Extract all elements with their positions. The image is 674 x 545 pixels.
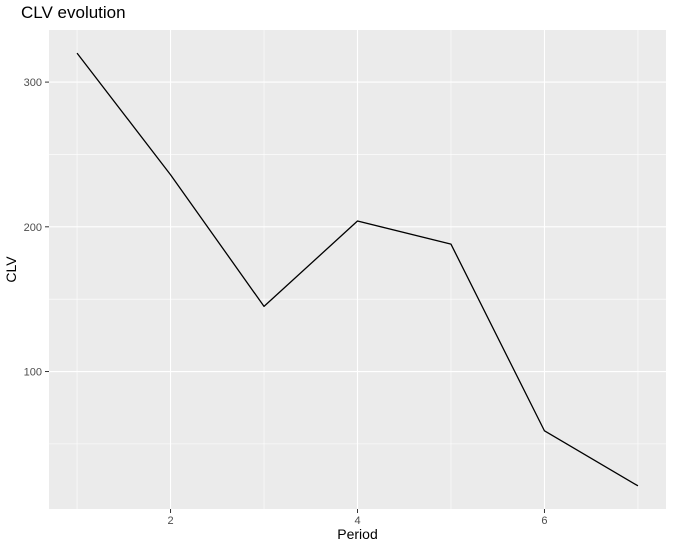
x-tick-label: 2 <box>167 515 173 527</box>
y-tick-label: 300 <box>24 77 42 89</box>
y-axis: 100 200 300 <box>24 77 49 379</box>
series-layer <box>76 52 639 487</box>
y-axis-title: CLV <box>3 256 19 283</box>
y-tick-label: 200 <box>24 222 42 234</box>
y-tick-label: 100 <box>24 367 42 379</box>
x-axis: 2 4 6 <box>167 509 548 527</box>
x-tick-label: 6 <box>541 515 547 527</box>
chart-title: CLV evolution <box>21 3 126 22</box>
major-gridlines <box>49 30 666 509</box>
x-tick-label: 4 <box>354 515 360 527</box>
x-axis-title: Period <box>337 526 377 542</box>
series-line <box>76 52 639 487</box>
